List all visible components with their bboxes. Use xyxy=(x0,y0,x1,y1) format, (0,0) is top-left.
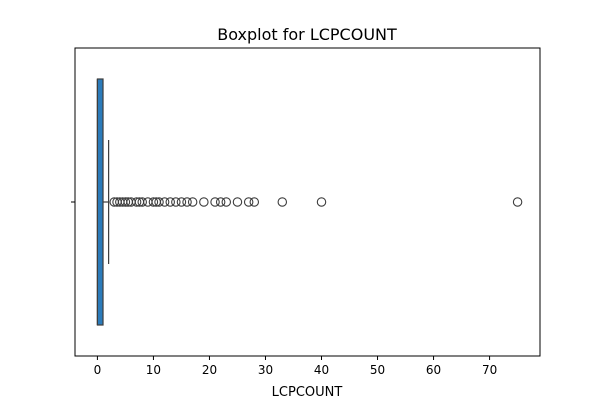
outlier-point xyxy=(232,197,243,207)
outlier-point xyxy=(215,197,226,207)
outlier-point xyxy=(221,197,232,207)
outlier-point xyxy=(176,197,187,207)
outlier-point xyxy=(512,197,523,207)
plot-frame xyxy=(74,47,541,357)
outlier-point xyxy=(187,197,198,207)
outlier-point xyxy=(154,197,164,207)
x-tick-label: 30 xyxy=(258,363,273,377)
outlier-point xyxy=(199,197,209,207)
plot-layer: 0 10 20 30 40 50 60 70 xyxy=(71,78,523,377)
outlier-point xyxy=(120,197,131,207)
iqr-box xyxy=(96,78,104,326)
x-tick-label: 60 xyxy=(426,363,441,377)
x-tick-label: 10 xyxy=(146,363,161,377)
outlier-point xyxy=(171,197,181,207)
outlier-point xyxy=(316,197,327,207)
outlier-point xyxy=(182,197,192,207)
outlier-point xyxy=(148,197,159,207)
x-tick-label: 0 xyxy=(94,363,102,377)
chart-title: Boxplot for LCPCOUNT xyxy=(217,25,397,44)
x-tick-label: 70 xyxy=(482,363,497,377)
x-tick-label: 20 xyxy=(202,363,217,377)
outlier-point xyxy=(131,197,142,207)
outlier-point xyxy=(137,197,147,207)
x-tick-label: 40 xyxy=(314,363,329,377)
outlier-point xyxy=(249,197,260,207)
outlier-point xyxy=(165,197,175,207)
x-axis-label: LCPCOUNT xyxy=(272,385,343,400)
x-tick-label: 50 xyxy=(370,363,385,377)
outlier-point xyxy=(159,197,170,207)
outlier-point xyxy=(277,197,288,207)
outlier-point xyxy=(243,197,254,207)
outlier-point xyxy=(210,197,220,207)
